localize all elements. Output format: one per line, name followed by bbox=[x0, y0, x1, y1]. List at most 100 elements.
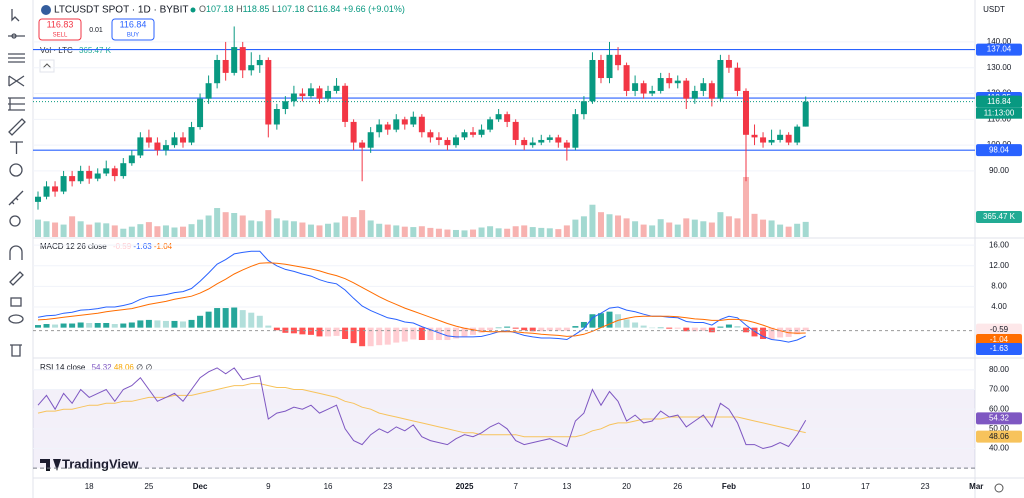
macd-histogram-bar bbox=[470, 327, 477, 335]
volume-bar bbox=[666, 222, 673, 237]
magnet-tool[interactable] bbox=[9, 245, 23, 260]
candle-body bbox=[691, 90, 698, 99]
macd-histogram-bar bbox=[418, 327, 425, 341]
candle-body bbox=[555, 137, 562, 143]
volume-bar bbox=[572, 219, 579, 237]
cursor-tool[interactable] bbox=[11, 9, 20, 22]
macd-histogram-bar bbox=[248, 312, 255, 328]
fib-tool[interactable] bbox=[8, 53, 25, 63]
pattern-tool[interactable] bbox=[8, 75, 25, 87]
macd-histogram-bar bbox=[128, 322, 135, 328]
lock-tool[interactable] bbox=[10, 297, 22, 307]
candle-body bbox=[623, 65, 630, 91]
volume-bar bbox=[222, 212, 229, 237]
volume-bar bbox=[751, 213, 758, 237]
candle-body bbox=[248, 65, 255, 71]
candle-body bbox=[359, 142, 366, 148]
volume-bar bbox=[282, 220, 289, 237]
collapse-button[interactable] bbox=[39, 59, 55, 73]
volume-bar bbox=[418, 226, 425, 237]
macd-histogram-bar bbox=[35, 325, 41, 328]
buy-button[interactable] bbox=[111, 18, 155, 41]
candle-body bbox=[325, 90, 332, 99]
volume-bar bbox=[393, 225, 400, 237]
macd-signal-label-box bbox=[976, 334, 1022, 347]
volume-bar bbox=[708, 222, 715, 237]
x-tick-label: 2025 bbox=[456, 482, 474, 491]
macd-histogram-bar bbox=[145, 319, 152, 328]
sell-label: SELL bbox=[53, 33, 68, 39]
volume-bar bbox=[299, 222, 306, 237]
candle-body bbox=[768, 139, 775, 143]
macd-histogram-bar bbox=[504, 326, 511, 328]
macd-histogram-bar bbox=[137, 320, 144, 328]
volume-legend: Vol · LTC 365.47 K bbox=[40, 46, 112, 55]
symbol-logo bbox=[41, 5, 51, 15]
brush-tool[interactable] bbox=[8, 118, 26, 136]
candle-body bbox=[171, 137, 178, 146]
candle-body bbox=[282, 101, 289, 110]
emoji-tool[interactable] bbox=[9, 163, 23, 177]
candle-body bbox=[512, 121, 519, 140]
macd-line bbox=[37, 250, 806, 343]
text-tool[interactable] bbox=[10, 141, 23, 154]
volume-bar bbox=[86, 224, 93, 237]
forecast-tool[interactable] bbox=[8, 97, 25, 111]
collapse-icon bbox=[42, 63, 52, 69]
ohlc-legend: O107.18 H118.85 L107.18 C116.84 +9.66 (+… bbox=[199, 4, 405, 14]
settings-button[interactable] bbox=[994, 483, 1004, 493]
macd-histogram-bar bbox=[162, 320, 169, 328]
macd-histogram-bar bbox=[171, 320, 178, 328]
rsi-title: RSI 14 close bbox=[40, 363, 86, 372]
candle-body bbox=[222, 59, 229, 73]
volume-bar bbox=[154, 226, 161, 237]
rsi-ma-value: 48.06 bbox=[114, 363, 135, 372]
market-status bbox=[190, 7, 196, 13]
zoom-tool[interactable] bbox=[9, 215, 21, 227]
volume-bar bbox=[52, 222, 59, 237]
macd-histogram-bar bbox=[103, 323, 110, 328]
macd-histogram-bar bbox=[444, 327, 451, 341]
macd-histogram-bar bbox=[393, 327, 400, 343]
y-tick-label: 4.00 bbox=[991, 302, 1007, 311]
candle-body bbox=[52, 186, 59, 192]
volume-bar bbox=[137, 224, 144, 237]
ruler-tool[interactable] bbox=[8, 190, 24, 206]
macd-histogram-bar bbox=[333, 327, 340, 336]
candle-body bbox=[265, 59, 272, 125]
trash-tool[interactable] bbox=[10, 344, 22, 357]
ohlc-key: H bbox=[236, 4, 243, 14]
candle-body bbox=[674, 80, 681, 84]
y-tick-label: 70.00 bbox=[989, 385, 1010, 394]
macd-histogram-bar bbox=[359, 327, 366, 347]
volume-bar bbox=[649, 225, 656, 237]
currency[interactable]: USDT bbox=[983, 5, 1005, 14]
volume-bar bbox=[768, 220, 775, 237]
visibility-tool[interactable] bbox=[8, 314, 24, 324]
hline-label-box bbox=[976, 144, 1022, 157]
macd-histogram-bar bbox=[120, 323, 127, 328]
macd-histogram-bar bbox=[222, 308, 229, 328]
volume-bar bbox=[691, 219, 698, 237]
macd-histogram-bar bbox=[427, 327, 434, 341]
x-tick-label: 18 bbox=[85, 482, 94, 491]
candle-body bbox=[802, 101, 809, 127]
lock-draw-tool[interactable] bbox=[9, 271, 24, 286]
rsi-extra: ∅ ∅ bbox=[136, 363, 152, 372]
macd-histogram-bar bbox=[768, 327, 775, 339]
hline-label-box bbox=[976, 43, 1022, 56]
sell-button[interactable] bbox=[38, 18, 82, 41]
y-tick-label: 16.00 bbox=[989, 240, 1010, 249]
volume-bar bbox=[35, 219, 41, 237]
last-price-label-box bbox=[976, 95, 1022, 108]
candle-body bbox=[120, 163, 127, 177]
macd-histogram-bar bbox=[325, 327, 332, 337]
volume-bar bbox=[623, 218, 630, 237]
macd-histogram-bar bbox=[529, 327, 536, 332]
macd-histogram-bar bbox=[239, 310, 246, 328]
line-tool[interactable] bbox=[8, 33, 25, 39]
macd-histogram-bar bbox=[683, 327, 690, 332]
volume-bar bbox=[606, 214, 613, 237]
